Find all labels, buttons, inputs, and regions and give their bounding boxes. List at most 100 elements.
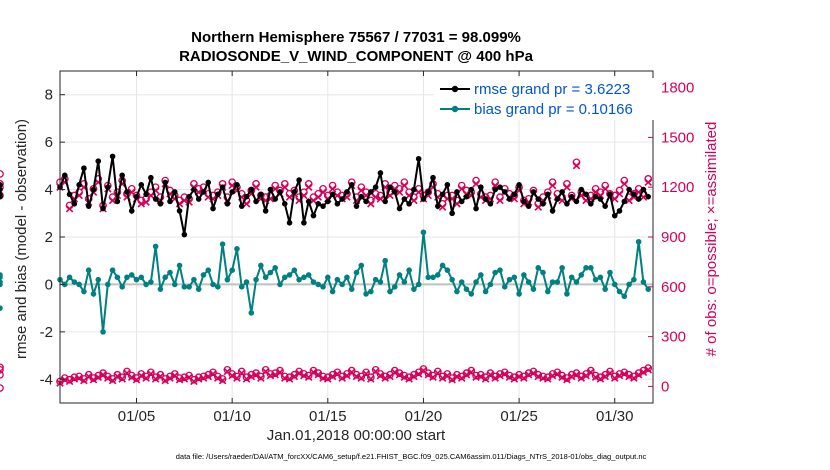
- rmse-point: [157, 201, 164, 207]
- rmse-point: [382, 198, 388, 205]
- rmse-point: [243, 193, 250, 200]
- bias-point: [607, 269, 613, 276]
- obs-possible-point: [0, 170, 4, 178]
- bias-point: [616, 288, 623, 295]
- rmse-point: [434, 203, 441, 209]
- obs-assimilated-lower-point: [477, 372, 485, 381]
- rmse-point: [109, 153, 116, 160]
- obs-assimilated-lower-point: [324, 375, 332, 383]
- rmse-point: [458, 198, 465, 205]
- bias-point: [219, 241, 226, 247]
- bias-point: [516, 291, 522, 297]
- rmse-point: [621, 198, 628, 205]
- y-left-tick-label-0: -4: [40, 371, 53, 388]
- obs-assimilated-lower-point: [591, 373, 600, 382]
- obs-assimilated-lower-point: [610, 374, 619, 382]
- rmse-point: [506, 196, 513, 202]
- bias-point: [492, 269, 498, 276]
- rmse-point: [238, 203, 245, 209]
- obs-assimilated-lower-point: [544, 375, 552, 383]
- bias-point: [109, 267, 116, 274]
- obs-assimilated-point: [625, 196, 633, 205]
- obs-assimilated-lower-point: [218, 376, 227, 385]
- bias-point: [434, 272, 441, 278]
- rmse-point: [162, 179, 169, 186]
- rmse-point: [626, 186, 632, 193]
- bias-point: [305, 272, 312, 278]
- rmse-point: [152, 196, 159, 202]
- bias-point: [157, 286, 164, 292]
- obs-assimilated-lower-point: [410, 372, 418, 381]
- obs-assimilated-point: [371, 193, 380, 201]
- obs-assimilated-lower-point: [486, 371, 495, 379]
- bias-point: [635, 238, 642, 245]
- y-right-tick-label-2: 600: [661, 279, 686, 296]
- bias-point: [258, 262, 264, 269]
- obs-assimilated-point: [496, 196, 504, 205]
- obs-assimilated-point: [180, 196, 189, 205]
- obs-assimilated-point: [285, 193, 294, 201]
- bias-point: [105, 281, 111, 288]
- obs-assimilated-lower-point: [395, 371, 404, 379]
- rmse-point: [195, 196, 202, 202]
- bias-point: [554, 279, 561, 285]
- rmse-point: [95, 158, 102, 164]
- obs-assimilated-lower-point: [448, 375, 456, 384]
- rmse-point: [544, 191, 551, 198]
- bias-point: [0, 274, 3, 281]
- bias-point: [640, 279, 647, 285]
- obs-possible-lower-point: [123, 367, 131, 376]
- obs-possible-point: [0, 183, 4, 192]
- rmse-point: [310, 212, 317, 219]
- obs-assimilated-lower-point: [94, 373, 103, 382]
- bias-point: [611, 281, 618, 288]
- rmse-point: [602, 203, 608, 209]
- obs-possible-lower-point: [304, 371, 313, 380]
- bias-point: [224, 276, 231, 283]
- obs-assimilated-lower-point: [414, 370, 423, 378]
- rmse-point: [286, 219, 293, 226]
- bias-point: [501, 284, 508, 290]
- obs-assimilated-lower-point: [620, 370, 629, 378]
- x-tick-label-5: 01/30: [596, 408, 634, 425]
- rmse-point: [396, 205, 403, 212]
- bias-point: [215, 284, 221, 290]
- obs-possible-point: [0, 191, 4, 200]
- rmse-point: [640, 186, 647, 193]
- bias-point: [449, 276, 455, 283]
- obs-assimilated-lower-point: [190, 377, 198, 386]
- rmse-series: [0, 153, 652, 238]
- x-tick-label-2: 01/15: [309, 408, 347, 425]
- legend-box: [434, 78, 654, 120]
- bias-point: [253, 276, 259, 283]
- obs-assimilated-lower-point: [252, 371, 260, 379]
- obs-assimilated-lower-point: [438, 374, 447, 382]
- obs-assimilated-point: [309, 196, 318, 205]
- obs-assimilated-point: [304, 183, 313, 191]
- bias-point: [391, 284, 398, 290]
- obs-possible-lower-point: [185, 371, 193, 380]
- rmse-point: [234, 182, 240, 188]
- bias-point: [277, 281, 283, 288]
- bias-point: [468, 291, 475, 297]
- rmse-point: [583, 191, 589, 198]
- rmse-point: [525, 203, 532, 209]
- obs-assimilated-lower-point: [505, 373, 514, 382]
- rmse-point: [224, 201, 231, 207]
- obs-possible-lower-point: [467, 366, 476, 375]
- bias-point: [320, 284, 326, 290]
- obs-possible-lower-point: [362, 368, 370, 377]
- legend-rmse-label: rmse grand pr = 3.6223: [474, 81, 630, 98]
- legend: rmse grand pr = 3.6223 bias grand pr = 0…: [434, 78, 654, 120]
- rmse-point: [559, 189, 565, 195]
- rmse-point: [439, 191, 446, 198]
- bias-point: [439, 262, 446, 269]
- rmse-point: [105, 184, 111, 190]
- obs-assimilated-point: [400, 181, 409, 190]
- rmse-point: [578, 186, 585, 193]
- rmse-point: [281, 201, 288, 207]
- rmse-point: [597, 196, 604, 202]
- rmse-point: [492, 186, 498, 193]
- bias-point: [487, 281, 494, 288]
